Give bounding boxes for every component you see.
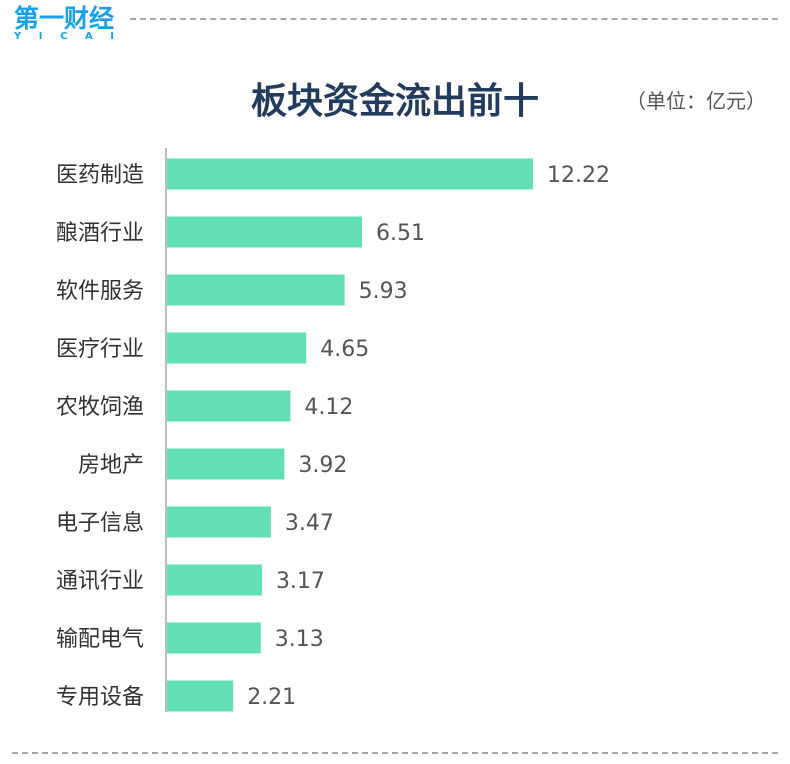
category-label: 房地产 [78,453,144,478]
yicai-logo: 第一财经 Y I C A I [14,4,118,42]
unit-label: （单位：亿元） [626,89,766,113]
logo-letter: I [110,31,114,42]
category-label: 酿酒行业 [56,221,144,246]
category-label: 医疗行业 [56,337,144,362]
value-label: 6.51 [376,221,425,246]
category-label: 专用设备 [56,685,144,710]
value-label: 2.21 [247,685,296,710]
bar [167,390,291,422]
bar [167,216,362,248]
value-label: 5.93 [359,279,408,304]
logo-text: 第一财经 [14,4,115,33]
category-label: 医药制造 [56,163,144,188]
bar [167,564,262,596]
value-label: 12.22 [547,163,610,188]
value-label: 3.47 [285,511,334,536]
logo-letter: C [60,31,68,42]
logo-letter: I [38,31,43,42]
logo-subtext: Y I C A I [14,32,114,42]
bar [167,622,261,654]
category-label: 输配电气 [56,627,144,652]
category-label: 电子信息 [56,511,144,536]
value-label: 3.92 [298,453,347,478]
bar [167,448,285,480]
category-label: 农牧饲渔 [56,395,144,420]
value-label: 3.17 [276,569,325,594]
value-label: 4.12 [304,395,353,420]
logo-letter: Y [14,31,22,42]
bar [167,274,345,306]
bar [167,680,234,712]
chart-title: 板块资金流出前十 [250,81,539,122]
category-label: 通讯行业 [56,569,144,594]
logo-letter: A [84,31,93,42]
bar [167,158,533,190]
value-label: 4.65 [320,337,369,362]
value-label: 3.13 [275,627,324,652]
category-label: 软件服务 [56,279,144,304]
bar [167,506,271,538]
top-divider [130,18,778,20]
bar [167,332,307,364]
bottom-divider [12,752,778,754]
